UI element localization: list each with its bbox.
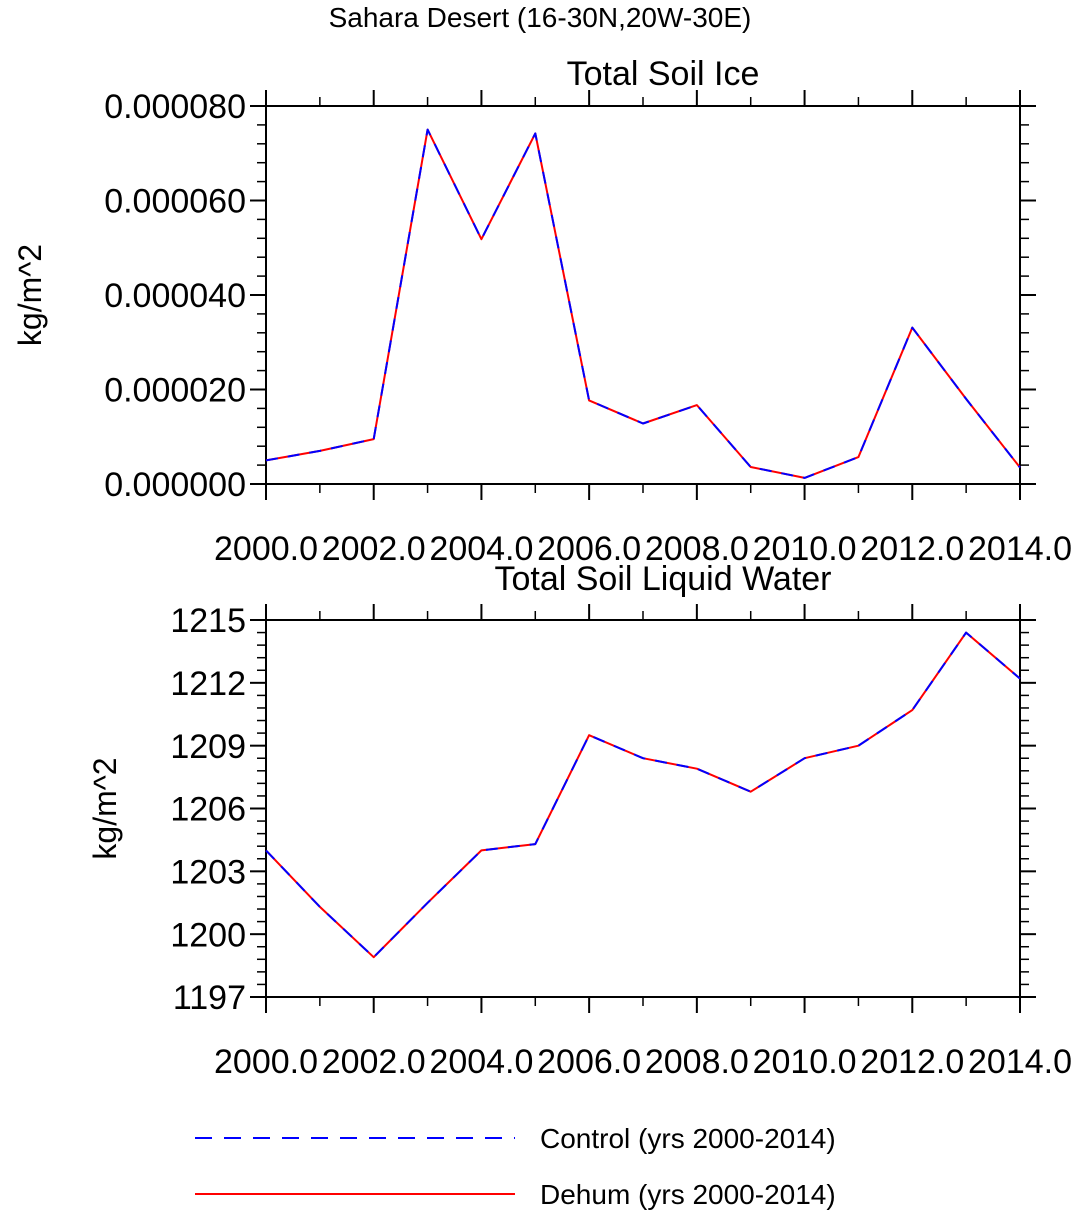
x-tick-label: 2006.0	[537, 1043, 641, 1081]
legend: Control (yrs 2000-2014) Dehum (yrs 2000-2…	[195, 1123, 836, 1210]
x-tick-label: 2014.0	[968, 530, 1072, 568]
x-tick-label: 2008.0	[645, 1043, 749, 1081]
legend-label: Control (yrs 2000-2014)	[540, 1123, 836, 1154]
x-tick-label: 2006.0	[537, 530, 641, 568]
x-tick-label: 2010.0	[753, 1043, 857, 1081]
y-tick-label: 1203	[170, 854, 246, 892]
x-tick-label: 2004.0	[429, 1043, 533, 1081]
y-axis-label: kg/m^2	[12, 244, 48, 346]
x-tick-label: 2000.0	[214, 530, 318, 568]
y-tick-label: 0.000000	[104, 466, 246, 504]
y-tick-label: 0.000080	[104, 88, 246, 126]
y-tick-label: 0.000060	[104, 183, 246, 221]
y-tick-label: 0.000040	[104, 277, 246, 315]
x-tick-label: 2008.0	[645, 530, 749, 568]
x-tick-label: 2012.0	[860, 1043, 964, 1081]
y-tick-label: 1206	[170, 791, 246, 829]
x-tick-label: 2014.0	[968, 1043, 1072, 1081]
x-tick-label: 2002.0	[322, 530, 426, 568]
plot-frame	[265, 619, 1021, 998]
chart-title: Total Soil Liquid Water	[494, 560, 831, 598]
y-tick-label: 1209	[170, 728, 246, 766]
plot-frame	[265, 105, 1021, 485]
x-tick-label: 2002.0	[322, 1043, 426, 1081]
figure-suptitle: Sahara Desert (16-30N,20W-30E)	[329, 2, 752, 33]
y-tick-label: 1200	[170, 916, 246, 954]
y-axis-label: kg/m^2	[87, 757, 123, 859]
legend-label: Dehum (yrs 2000-2014)	[540, 1179, 836, 1210]
chart-2: Total Soil Liquid Water kg/m^2 1197 1200 120…	[87, 560, 1072, 1081]
series-line-control	[265, 631, 1021, 959]
x-tick-label: 2000.0	[214, 1043, 318, 1081]
chart-title: Total Soil Ice	[567, 55, 760, 93]
y-tick-label: 1197	[173, 979, 246, 1017]
x-tick-label: 2012.0	[860, 530, 964, 568]
y-tick-label: 1212	[170, 665, 246, 703]
series-line-dehum	[265, 128, 1021, 479]
series-line-dehum	[265, 631, 1021, 959]
x-tick-label: 2010.0	[753, 530, 857, 568]
plots: Total Soil Ice kg/m^2 0.000000 0.000020 0.00…	[12, 55, 1072, 1081]
series-line-control	[265, 128, 1021, 479]
y-tick-label: 1215	[170, 602, 246, 640]
y-tick-label: 0.000020	[104, 372, 246, 410]
x-tick-label: 2004.0	[429, 530, 533, 568]
chart-1: Total Soil Ice kg/m^2 0.000000 0.000020 0.00…	[12, 55, 1072, 568]
